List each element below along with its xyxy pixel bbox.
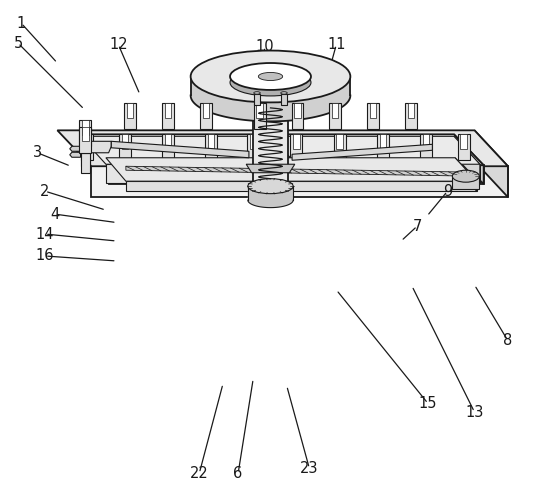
Polygon shape <box>202 104 209 118</box>
Polygon shape <box>405 104 417 130</box>
Polygon shape <box>82 120 89 134</box>
Polygon shape <box>256 104 263 118</box>
Polygon shape <box>281 94 287 106</box>
Polygon shape <box>270 136 480 164</box>
Polygon shape <box>452 176 479 188</box>
Polygon shape <box>254 94 260 106</box>
Polygon shape <box>250 134 256 148</box>
Polygon shape <box>126 181 477 191</box>
Polygon shape <box>109 165 484 184</box>
Text: 22: 22 <box>190 466 209 481</box>
Polygon shape <box>82 127 89 141</box>
Ellipse shape <box>248 178 293 194</box>
Polygon shape <box>291 134 302 160</box>
Polygon shape <box>111 142 249 158</box>
Text: 3: 3 <box>33 146 42 160</box>
Polygon shape <box>126 166 474 176</box>
Polygon shape <box>246 164 295 172</box>
Ellipse shape <box>281 92 287 94</box>
Polygon shape <box>423 134 429 148</box>
Polygon shape <box>119 134 131 160</box>
Polygon shape <box>208 134 214 148</box>
Polygon shape <box>127 104 134 118</box>
Text: 7: 7 <box>413 218 422 234</box>
Polygon shape <box>165 134 171 148</box>
Polygon shape <box>162 104 174 130</box>
Ellipse shape <box>259 72 282 80</box>
Polygon shape <box>165 104 171 118</box>
Polygon shape <box>81 136 296 164</box>
Polygon shape <box>420 134 432 160</box>
Polygon shape <box>70 152 81 158</box>
Text: 10: 10 <box>256 39 274 54</box>
Text: 16: 16 <box>36 248 54 264</box>
Polygon shape <box>367 104 379 130</box>
Polygon shape <box>81 153 90 172</box>
Polygon shape <box>81 142 111 153</box>
Polygon shape <box>248 186 293 208</box>
Text: 13: 13 <box>465 404 484 419</box>
Polygon shape <box>247 134 259 160</box>
Polygon shape <box>80 127 91 153</box>
Text: 5: 5 <box>14 36 23 51</box>
Polygon shape <box>190 76 351 122</box>
Polygon shape <box>106 164 296 183</box>
Text: 2: 2 <box>40 184 50 198</box>
Polygon shape <box>337 134 343 148</box>
Polygon shape <box>332 104 339 118</box>
Text: 9: 9 <box>443 184 452 198</box>
Polygon shape <box>80 120 91 146</box>
Text: 15: 15 <box>419 396 437 411</box>
Polygon shape <box>200 104 212 130</box>
Polygon shape <box>370 104 376 118</box>
Text: 11: 11 <box>327 37 346 52</box>
Polygon shape <box>162 134 174 160</box>
Polygon shape <box>377 134 388 160</box>
Text: 23: 23 <box>300 461 319 476</box>
Polygon shape <box>329 104 341 130</box>
Polygon shape <box>57 130 508 166</box>
Text: 8: 8 <box>503 333 512 348</box>
Polygon shape <box>70 146 81 152</box>
Polygon shape <box>81 146 90 166</box>
Text: 12: 12 <box>109 37 128 52</box>
Polygon shape <box>124 104 136 130</box>
Text: 1: 1 <box>17 16 26 30</box>
Ellipse shape <box>452 170 479 182</box>
Polygon shape <box>253 106 288 191</box>
Polygon shape <box>379 134 386 148</box>
Polygon shape <box>122 134 128 148</box>
Polygon shape <box>292 104 304 130</box>
Polygon shape <box>205 134 217 160</box>
Polygon shape <box>458 134 470 160</box>
Text: 4: 4 <box>50 206 60 222</box>
Polygon shape <box>334 134 346 160</box>
Polygon shape <box>293 134 300 148</box>
Polygon shape <box>474 130 508 197</box>
Polygon shape <box>292 144 432 160</box>
Polygon shape <box>454 134 484 184</box>
Polygon shape <box>460 134 467 148</box>
Polygon shape <box>81 134 484 165</box>
Polygon shape <box>81 134 93 160</box>
Polygon shape <box>252 96 289 106</box>
Ellipse shape <box>254 92 260 94</box>
Polygon shape <box>106 158 477 181</box>
Polygon shape <box>294 104 301 118</box>
Polygon shape <box>455 158 477 191</box>
Text: 14: 14 <box>36 226 54 242</box>
Ellipse shape <box>230 69 311 96</box>
Polygon shape <box>254 104 266 130</box>
Ellipse shape <box>230 63 311 90</box>
Text: 6: 6 <box>234 466 243 481</box>
Ellipse shape <box>190 50 351 102</box>
Polygon shape <box>84 134 90 148</box>
Polygon shape <box>407 104 414 118</box>
Polygon shape <box>454 136 480 183</box>
Polygon shape <box>91 166 508 197</box>
Polygon shape <box>296 164 480 183</box>
